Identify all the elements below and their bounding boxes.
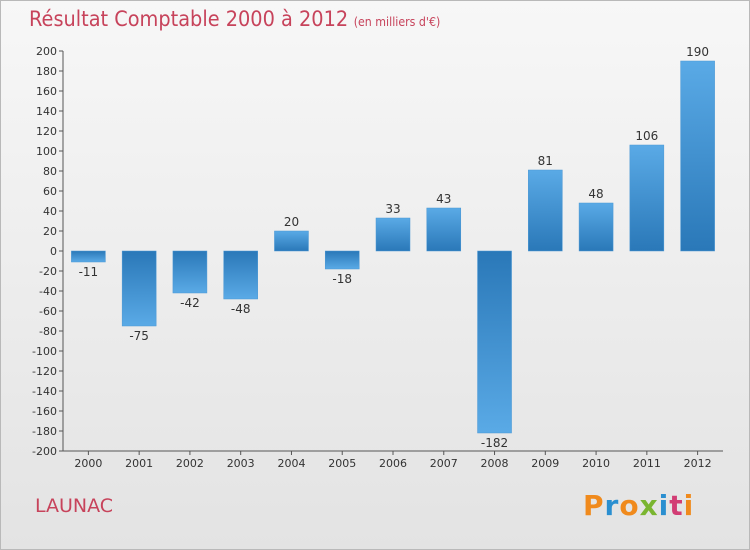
data-label-2006: 33 (385, 202, 400, 216)
bar-2009 (528, 169, 563, 252)
x-tick-label: 2012 (684, 457, 712, 470)
data-label-2007: 43 (436, 192, 451, 206)
y-tick-label: -100 (32, 345, 57, 358)
data-label-2009: 81 (538, 154, 553, 168)
y-tick-label: 20 (43, 225, 57, 238)
x-tick-label: 2010 (582, 457, 610, 470)
bar-2002 (172, 250, 208, 294)
x-tick-label: 2000 (74, 457, 102, 470)
chart-title: Résultat Comptable 2000 à 2012 (en millie… (29, 7, 440, 31)
data-label-2002: -42 (180, 296, 200, 310)
x-tick-label: 2003 (227, 457, 255, 470)
data-label-2005: -18 (332, 272, 352, 286)
data-label-2000: -11 (79, 265, 99, 279)
bar-2012 (680, 60, 715, 252)
proxiti-logo: Proxiti (583, 489, 694, 522)
bar-2001 (121, 250, 157, 327)
data-label-2003: -48 (231, 302, 251, 316)
bar-2003 (223, 250, 258, 300)
x-tick-label: 2005 (328, 457, 356, 470)
x-tick-label: 2001 (125, 457, 153, 470)
data-label-2011: 106 (635, 129, 658, 143)
y-tick-label: -200 (32, 445, 57, 458)
y-tick-label: -40 (39, 285, 57, 298)
logo-letter: i (683, 489, 695, 522)
logo-letter: i (658, 489, 670, 522)
data-label-2001: -75 (129, 329, 149, 343)
y-tick-label: 40 (43, 205, 57, 218)
y-tick-label: 0 (50, 245, 57, 258)
bar-2010 (578, 202, 614, 252)
data-label-2010: 48 (588, 187, 603, 201)
x-tick-label: 2006 (379, 457, 407, 470)
data-labels: -11 -75 -42 -48 20 -18 33 43 -182 81 48 106 190 (79, 45, 709, 450)
y-tick-label: 160 (36, 85, 57, 98)
y-tick-label: 120 (36, 125, 57, 138)
y-tick-label: -120 (32, 365, 57, 378)
logo-letter: t (669, 489, 684, 522)
x-tick-label: 2002 (176, 457, 204, 470)
y-tick-label: -160 (32, 405, 57, 418)
y-tick-label: -20 (39, 265, 57, 278)
bar-2011 (629, 144, 665, 252)
logo-letter: x (639, 489, 659, 522)
commune-name: LAUNAC (35, 495, 114, 517)
bars (71, 60, 715, 434)
x-tick-label: 2004 (277, 457, 305, 470)
y-tick-label: -140 (32, 385, 57, 398)
data-label-2004: 20 (284, 215, 299, 229)
bar-2000 (71, 250, 106, 263)
bar-2006 (375, 217, 411, 252)
logo-letter: r (604, 489, 620, 522)
y-tick-label: 180 (36, 65, 57, 78)
y-tick-label: 200 (36, 45, 57, 58)
bar-2004 (274, 230, 309, 252)
axes: 200180160140120100806040200-20-40-60-80-… (32, 45, 723, 470)
bar-2008 (477, 250, 512, 434)
data-label-2012: 190 (686, 45, 709, 59)
y-tick-label: 140 (36, 105, 57, 118)
x-tick-label: 2007 (430, 457, 458, 470)
x-tick-label: 2008 (481, 457, 509, 470)
logo-letter: o (619, 489, 640, 522)
data-label-2008: -182 (481, 436, 508, 450)
bar-2007 (426, 207, 462, 252)
chart-subtitle: (en milliers d'€) (353, 15, 441, 29)
y-tick-label: -180 (32, 425, 57, 438)
logo-letter: P (583, 489, 605, 522)
x-tick-label: 2009 (531, 457, 559, 470)
title-text: Résultat Comptable 2000 à 2012 (29, 7, 349, 31)
x-tick-label: 2011 (633, 457, 661, 470)
y-tick-label: -60 (39, 305, 57, 318)
y-tick-label: 60 (43, 185, 57, 198)
y-tick-label: 100 (36, 145, 57, 158)
bar-2005 (324, 250, 360, 270)
y-tick-label: 80 (43, 165, 57, 178)
y-tick-label: -80 (39, 325, 57, 338)
